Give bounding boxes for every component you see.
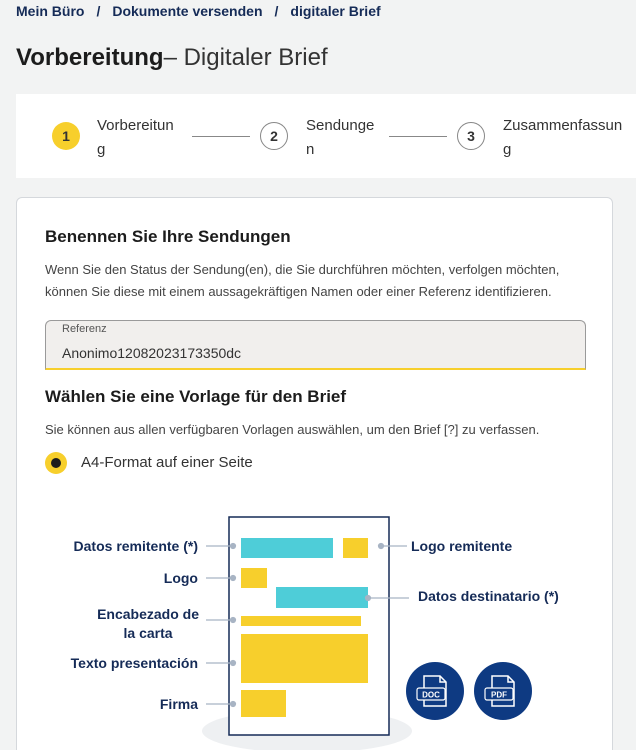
step-3-label: Zusammenfassun g — [503, 114, 622, 162]
reference-field-label: Referenz — [62, 323, 107, 335]
block-logo — [241, 568, 267, 588]
breadcrumb-item-mein-buero[interactable]: Mein Büro — [16, 3, 85, 19]
label-datos-destinatario: Datos destinatario (*) — [418, 588, 559, 604]
step-3-label-line2: g — [503, 141, 512, 158]
block-datos-destinatario — [276, 587, 368, 608]
section-description-vorlage: Sie können aus allen verfügbaren Vorlage… — [45, 422, 540, 437]
breadcrumb-item-dokumente-versenden[interactable]: Dokumente versenden — [112, 3, 263, 19]
step-2-label-line2: n — [306, 141, 315, 158]
description-line1: Wenn Sie den Status der Sendung(en), die… — [45, 262, 560, 277]
block-texto — [241, 634, 368, 683]
doc-badge-text: DOC — [422, 691, 440, 700]
step-2-circle[interactable]: 2 — [260, 122, 288, 150]
connector-dot — [229, 542, 237, 550]
block-firma — [241, 690, 286, 717]
step-1-label: Vorbereitun g — [97, 114, 174, 162]
page-title-rest: – Digitaler Brief — [163, 44, 328, 71]
label-logo-remitente: Logo remitente — [411, 538, 513, 554]
step-2-label-line1: Sendunge — [306, 117, 375, 134]
block-encabezado — [241, 616, 361, 626]
connector-dot — [229, 616, 237, 624]
connector-dot — [364, 594, 372, 602]
label-texto-presentacion: Texto presentación — [70, 655, 198, 671]
reference-input[interactable]: Anonimo12082023173350dc — [62, 345, 242, 361]
form-card: Benennen Sie Ihre Sendungen Wenn Sie den… — [16, 197, 613, 750]
doc-icon: DOC — [406, 662, 464, 720]
stepper: 1 Vorbereitun g 2 Sendunge n 3 Zusammenf… — [16, 94, 636, 178]
label-datos-remitente: Datos remitente (*) — [73, 538, 198, 554]
step-connector — [389, 136, 447, 137]
label-encabezado-line2: la carta — [123, 625, 173, 641]
section-description-sendungen: Wenn Sie den Status der Sendung(en), die… — [45, 259, 559, 303]
step-1-label-line2: g — [97, 141, 106, 158]
pdf-icon: PDF — [474, 662, 532, 720]
step-3-circle[interactable]: 3 — [457, 122, 485, 150]
step-3-label-line1: Zusammenfassun — [503, 117, 623, 134]
section-heading-vorlage: Wählen Sie eine Vorlage für den Brief — [45, 387, 347, 406]
label-encabezado: Encabezado de la carta — [97, 605, 199, 643]
letter-template-diagram: DOC PDF Datos remitente (*) Logo Encabez… — [17, 498, 614, 750]
reference-field[interactable]: Referenz Anonimo12082023173350dc — [45, 320, 586, 370]
radio-selected-dot — [51, 458, 61, 468]
breadcrumb-separator: / — [96, 3, 101, 19]
label-firma: Firma — [159, 696, 198, 712]
block-datos-remitente — [241, 538, 333, 558]
connector-dot — [229, 574, 237, 582]
connector-dot — [229, 659, 237, 667]
page-title: Vorbereitung– Digitaler Brief — [16, 44, 328, 72]
label-logo: Logo — [163, 570, 198, 586]
step-connector — [192, 136, 250, 137]
pdf-badge-text: PDF — [491, 691, 507, 700]
connector-dot — [377, 542, 385, 550]
diagram-graphic: DOC PDF — [202, 516, 532, 750]
connector-dot — [229, 700, 237, 708]
description-line2: können Sie diese mit einem aussagekräfti… — [45, 284, 552, 299]
page-title-strong: Vorbereitung — [16, 44, 164, 71]
breadcrumb-item-digitaler-brief: digitaler Brief — [290, 3, 381, 19]
step-1-label-line1: Vorbereitun — [97, 117, 174, 134]
section-heading-sendungen: Benennen Sie Ihre Sendungen — [45, 227, 291, 246]
block-logo-remitente — [343, 538, 368, 558]
label-encabezado-line1: Encabezado de — [97, 606, 199, 622]
template-a4-radio[interactable] — [45, 452, 67, 474]
step-1-circle[interactable]: 1 — [52, 122, 80, 150]
template-a4-label[interactable]: A4-Format auf einer Seite — [81, 454, 253, 471]
step-2-label: Sendunge n — [306, 114, 374, 162]
breadcrumb-separator: / — [274, 3, 279, 19]
breadcrumb: Mein Büro / Dokumente versenden / digitaler … — [16, 3, 381, 19]
